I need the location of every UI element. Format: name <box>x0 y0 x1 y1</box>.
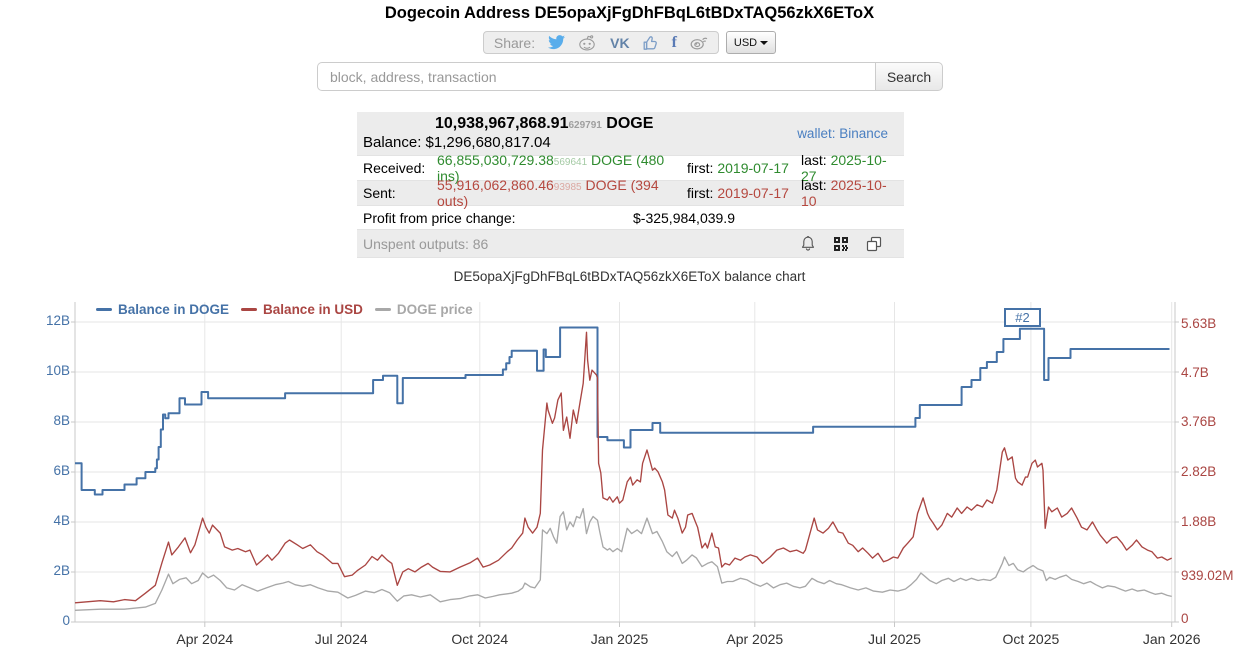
currency-dropdown[interactable]: USD <box>725 31 777 54</box>
x-axis-tick: Apr 2025 <box>726 631 784 647</box>
x-axis-tick: Jan 2025 <box>590 631 649 647</box>
unspent-row: Unspent outputs: 86 <box>357 230 904 258</box>
y-axis-left-tick: 10B <box>45 363 70 378</box>
profit-label: Profit from price change: <box>363 209 516 226</box>
unspent-outputs-label: Unspent outputs: 86 <box>363 235 489 252</box>
facebook-icon[interactable]: f <box>671 33 677 51</box>
share-label: Share: <box>493 34 536 51</box>
y-axis-left-tick: 0 <box>62 613 70 628</box>
y-axis-left-tick: 4B <box>53 513 70 528</box>
received-row: Received: 66,855,030,729.38569641 DOGE (… <box>357 152 904 184</box>
y-axis-left-tick: 6B <box>53 463 70 478</box>
legend-label: DOGE price <box>396 302 473 317</box>
y-axis-right-tick: 4.7B <box>1181 365 1209 380</box>
legend-label: Balance in USD <box>263 302 363 317</box>
sent-label: Sent: <box>363 185 396 201</box>
x-axis-tick: Jul 2024 <box>314 631 368 647</box>
weibo-icon[interactable] <box>690 35 708 50</box>
balance-usd: $1,296,680,817.04 <box>425 134 551 151</box>
received-amount: 66,855,030,729.38569641 DOGE (480 ins) <box>437 152 665 184</box>
balance-label: Balance: <box>363 134 422 151</box>
reddit-icon[interactable] <box>578 34 597 51</box>
y-axis-left-tick: 12B <box>45 313 70 328</box>
x-axis-tick: Apr 2024 <box>176 631 234 647</box>
balance-doge-sub: 629791 <box>568 120 602 131</box>
legend-item-balance-in-usd[interactable]: Balance in USD <box>241 302 363 317</box>
series-doge-price <box>74 507 1172 611</box>
address-summary-table: 10,938,967,868.91629791 DOGE Balance: $1… <box>357 112 904 258</box>
y-axis-right-tick: 1.88B <box>1181 514 1217 529</box>
vk-icon[interactable]: VK <box>610 34 630 51</box>
x-axis-tick: Jan 2026 <box>1142 631 1201 647</box>
currency-label: USD <box>733 36 758 49</box>
search-button[interactable]: Search <box>875 62 943 91</box>
received-last-label: last: <box>801 152 831 168</box>
balance-doge: 10,938,967,868.91629791 DOGE <box>363 112 782 133</box>
sent-last-label: last: <box>801 177 831 193</box>
x-axis-tick: Oct 2025 <box>1002 631 1060 647</box>
chart-title: DE5opaXjFgDhFBqL6tBDxTAQ56zkX6EToX balan… <box>453 269 806 284</box>
legend-item-doge-price[interactable]: DOGE price <box>374 302 473 317</box>
received-last-date: 2025-10-27 <box>801 152 887 184</box>
y-axis-right-tick: 3.76B <box>1181 414 1217 429</box>
bell-icon[interactable] <box>800 235 816 252</box>
y-axis-right-tick: 2.82B <box>1181 464 1217 479</box>
twitter-icon[interactable] <box>548 35 566 50</box>
sent-first-label: first: <box>687 185 718 201</box>
received-first-label: first: <box>687 160 718 176</box>
profit-value: $-325,984,039.9 <box>633 209 735 226</box>
profit-row: Profit from price change: $-325,984,039.… <box>357 206 904 230</box>
series-balance-in-usd <box>74 331 1172 604</box>
sent-amount: 55,916,062,860.4693985 DOGE (394 outs) <box>437 177 659 209</box>
received-first-date: 2019-07-17 <box>717 160 789 176</box>
legend-dash-icon <box>374 308 391 311</box>
like-icon[interactable] <box>643 35 659 51</box>
share-row: Share: VK f USD <box>0 31 1259 54</box>
y-axis-left-tick: 8B <box>53 413 70 428</box>
x-axis-tick: Jul 2025 <box>868 631 921 647</box>
y-axis-right-tick: 0 <box>1181 611 1189 626</box>
qr-code-icon[interactable] <box>833 236 849 252</box>
y-axis-right-tick: 5.63B <box>1181 316 1217 331</box>
copy-icon[interactable] <box>866 236 882 252</box>
balance-doge-unit: DOGE <box>601 115 654 132</box>
x-axis-tick: Oct 2024 <box>451 631 509 647</box>
wallet-link[interactable]: wallet: Binance <box>797 126 888 141</box>
page-title: Dogecoin Address DE5opaXjFgDhFBqL6tBDxTA… <box>384 4 875 22</box>
chevron-down-icon <box>760 40 769 45</box>
chart-annotation-2[interactable]: #2 <box>1004 308 1041 327</box>
y-axis-left-tick: 2B <box>53 563 70 578</box>
search-input[interactable] <box>317 62 875 91</box>
y-axis-right-tick: 939.02M <box>1181 568 1234 583</box>
balance-row: 10,938,967,868.91629791 DOGE Balance: $1… <box>357 112 904 156</box>
sent-row: Sent: 55,916,062,860.4693985 DOGE (394 o… <box>357 177 904 209</box>
received-label: Received: <box>363 160 426 176</box>
balance-doge-main: 10,938,967,868.91 <box>435 115 569 132</box>
legend-item-balance-in-doge[interactable]: Balance in DOGE <box>96 302 229 317</box>
balance-usd-line: Balance: $1,296,680,817.04 <box>363 133 782 151</box>
share-bar: Share: VK f <box>482 31 719 54</box>
series-balance-in-doge <box>75 326 1170 496</box>
legend-label: Balance in DOGE <box>118 302 230 317</box>
sent-last-date: 2025-10-10 <box>801 177 887 209</box>
legend-dash-icon <box>241 308 258 311</box>
sent-first-date: 2019-07-17 <box>717 185 789 201</box>
search-bar: Search <box>317 62 943 91</box>
chart-legend: Balance in DOGE Balance in USD DOGE price <box>96 302 473 317</box>
legend-dash-icon <box>96 308 112 311</box>
